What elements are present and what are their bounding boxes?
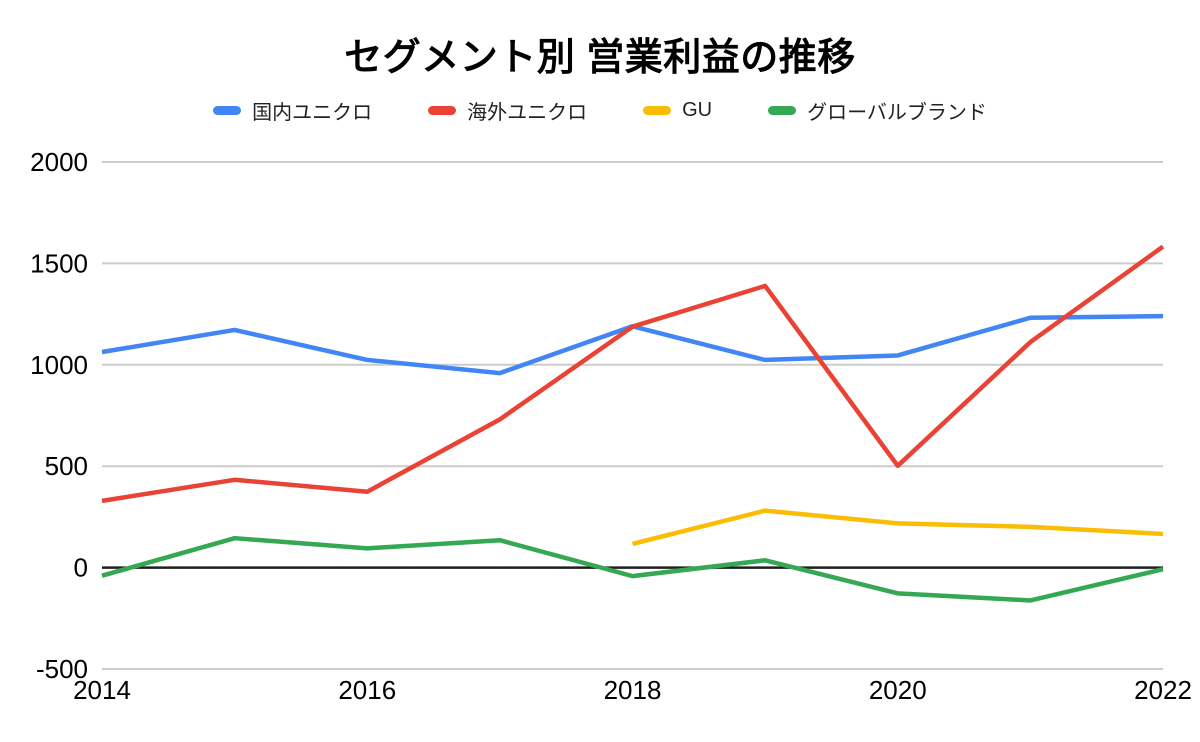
legend-item-global-brands: グローバルブランド: [768, 96, 987, 125]
legend-label-gu: GU: [682, 98, 713, 121]
y-tick-label: 0: [74, 553, 88, 583]
legend-item-overseas-uniqlo: 海外ユニクロ: [428, 96, 587, 125]
x-tick-label: 2020: [869, 675, 927, 705]
line-series-3: [101, 535, 1164, 603]
x-tick-label: 2022: [1134, 675, 1192, 705]
line-series-1: [101, 244, 1165, 504]
line-series-2: [631, 508, 1164, 547]
x-tick-label: 2016: [338, 675, 396, 705]
y-tick-label: 500: [45, 451, 88, 481]
legend-swatch-gu: [643, 105, 672, 115]
legend-label-domestic-uniqlo: 国内ユニクロ: [252, 101, 373, 124]
legend-item-domestic-uniqlo: 国内ユニクロ: [213, 96, 372, 125]
legend: 国内ユニクロ 海外ユニクロ GU グローバルブランド: [0, 96, 1200, 124]
y-tick-label: 2000: [30, 147, 88, 177]
y-tick-label: -500: [36, 654, 88, 684]
legend-label-overseas-uniqlo: 海外ユニクロ: [467, 101, 588, 124]
legend-item-gu: GU: [643, 99, 712, 122]
legend-swatch-global-brands: [768, 105, 797, 115]
legend-label-global-brands: グローバルブランド: [807, 101, 987, 124]
x-tick-label: 2014: [73, 675, 131, 705]
chart-title: セグメント別 営業利益の推移: [344, 37, 856, 79]
y-tick-label: 1000: [30, 350, 88, 380]
legend-swatch-domestic-uniqlo: [213, 105, 242, 115]
y-tick-label: 1500: [30, 248, 88, 278]
legend-swatch-overseas-uniqlo: [428, 105, 457, 115]
x-tick-label: 2018: [604, 675, 662, 705]
